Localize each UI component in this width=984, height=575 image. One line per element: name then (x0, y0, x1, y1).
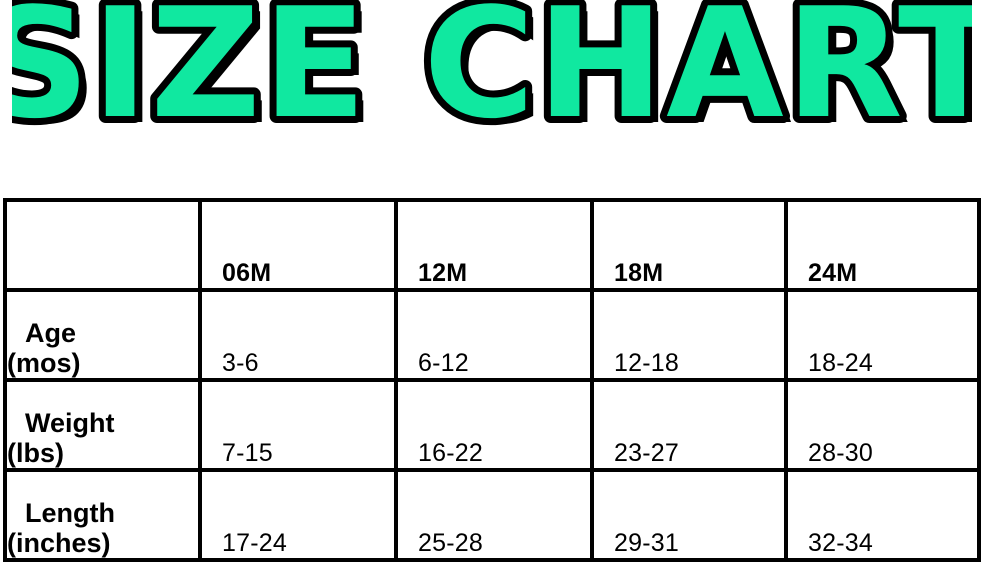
row-label-age: Age (mos) (3, 288, 202, 382)
cell-age-18m: 12-18 (590, 288, 788, 382)
cell-age-06m: 3-6 (198, 288, 398, 382)
row-label-weight-line1: Weight (25, 407, 115, 438)
size-chart-page: SIZE CHART SIZE CHART SIZE CHART 06M (0, 0, 984, 562)
table-corner-cell (3, 198, 202, 292)
column-header-12m-label: 12M (418, 259, 468, 287)
table-header-row: 06M 12M 18M 24M (3, 198, 981, 292)
size-chart-table: 06M 12M 18M 24M (3, 198, 981, 562)
table-row: Weight (lbs) 7-15 16-22 23-27 28-30 (3, 378, 981, 472)
row-label-weight: Weight (lbs) (3, 378, 202, 472)
cell-age-12m: 6-12 (394, 288, 594, 382)
table-row: Age (mos) 3-6 6-12 12-18 18-24 (3, 288, 981, 382)
column-header-24m-label: 24M (808, 259, 858, 287)
cell-age-06m-value: 3-6 (222, 349, 259, 377)
cell-age-24m: 18-24 (784, 288, 981, 382)
cell-weight-06m: 7-15 (198, 378, 398, 472)
column-header-18m-label: 18M (614, 259, 664, 287)
cell-age-12m-value: 6-12 (418, 349, 469, 377)
table-body: Age (mos) 3-6 6-12 12-18 18-24 (3, 288, 981, 562)
cell-length-06m-value: 17-24 (222, 529, 287, 557)
cell-weight-12m-value: 16-22 (418, 439, 483, 467)
cell-length-18m: 29-31 (590, 468, 788, 562)
table-header: 06M 12M 18M 24M (3, 198, 981, 292)
row-label-length-line1: Length (25, 497, 115, 528)
row-label-weight-text: Weight (lbs) (7, 408, 198, 468)
cell-length-24m: 32-34 (784, 468, 981, 562)
cell-length-12m-value: 25-28 (418, 529, 483, 557)
page-title: SIZE CHART SIZE CHART SIZE CHART (0, 0, 984, 160)
cell-weight-18m-value: 23-27 (614, 439, 679, 467)
cell-weight-06m-value: 7-15 (222, 439, 273, 467)
title-outline-text: SIZE CHART (12, 0, 972, 150)
row-label-weight-line2: (lbs) (7, 437, 64, 468)
column-header-06m: 06M (198, 198, 398, 292)
cell-weight-12m: 16-22 (394, 378, 594, 472)
cell-length-24m-value: 32-34 (808, 529, 873, 557)
row-label-length-line2: (inches) (7, 527, 111, 558)
column-header-06m-label: 06M (222, 259, 272, 287)
title-graphic: SIZE CHART SIZE CHART SIZE CHART (12, 0, 972, 150)
title-shadow-text: SIZE CHART (12, 0, 972, 150)
column-header-18m: 18M (590, 198, 788, 292)
row-label-age-text: Age (mos) (7, 318, 198, 378)
cell-length-06m: 17-24 (198, 468, 398, 562)
row-label-age-line1: Age (25, 317, 77, 348)
cell-weight-24m-value: 28-30 (808, 439, 873, 467)
cell-length-12m: 25-28 (394, 468, 594, 562)
size-chart-table-wrap: 06M 12M 18M 24M (0, 180, 984, 562)
column-header-24m: 24M (784, 198, 981, 292)
cell-age-18m-value: 12-18 (614, 349, 679, 377)
row-label-age-line2: (mos) (7, 347, 81, 378)
cell-length-18m-value: 29-31 (614, 529, 679, 557)
row-label-length: Length (inches) (3, 468, 202, 562)
table-row: Length (inches) 17-24 25-28 29-31 32- (3, 468, 981, 562)
cell-weight-18m: 23-27 (590, 378, 788, 472)
title-fill-text: SIZE CHART (12, 0, 972, 150)
column-header-12m: 12M (394, 198, 594, 292)
cell-weight-24m: 28-30 (784, 378, 981, 472)
row-label-length-text: Length (inches) (7, 498, 198, 558)
cell-age-24m-value: 18-24 (808, 349, 873, 377)
